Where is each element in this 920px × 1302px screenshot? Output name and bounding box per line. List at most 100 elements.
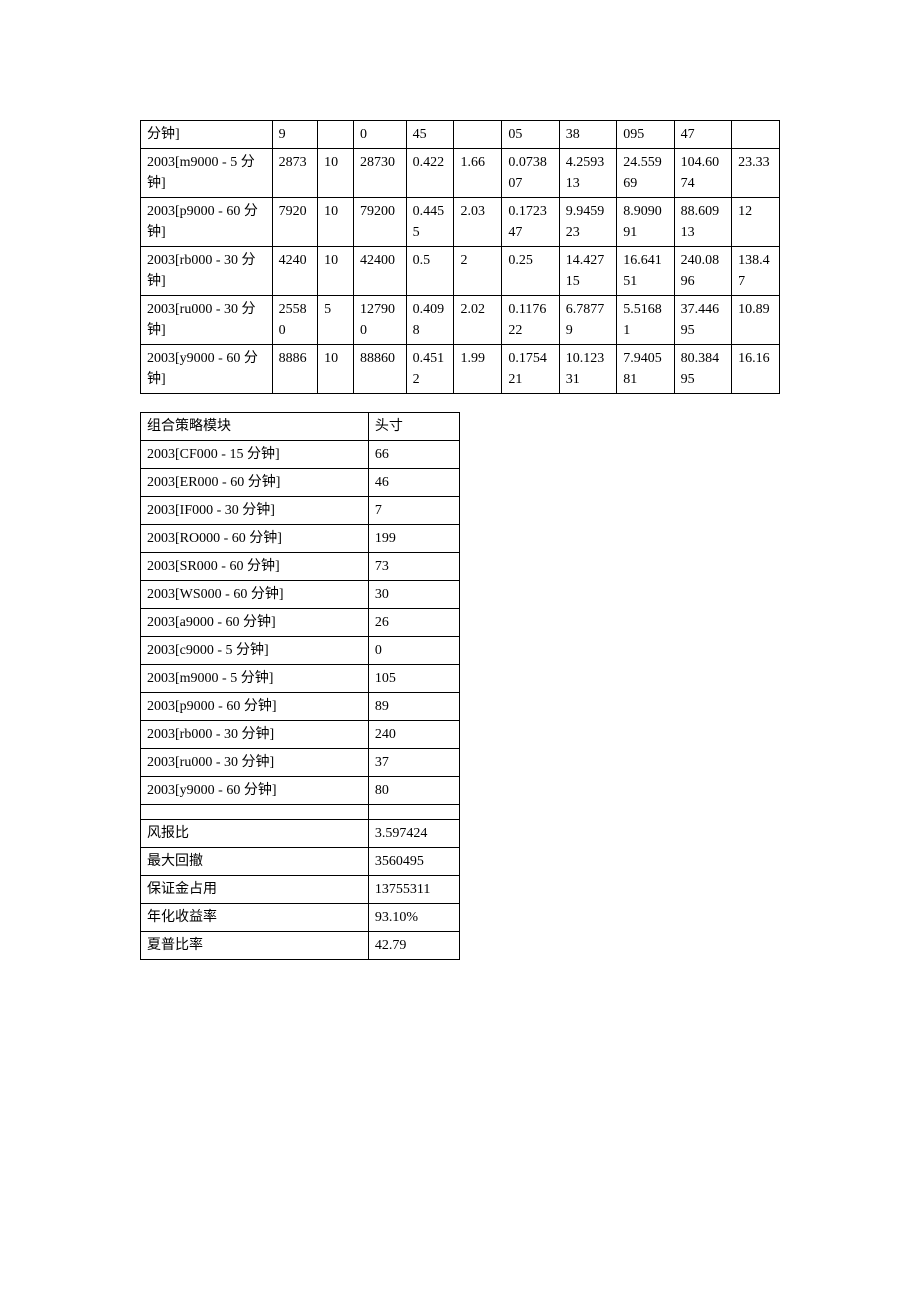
table-cell: 5 [318, 296, 354, 345]
summary-cell: 风报比 [141, 820, 369, 848]
table-cell: 42400 [353, 247, 406, 296]
spacer-cell [368, 805, 459, 820]
table-cell: 0 [368, 637, 459, 665]
table-row: 2003[CF000 - 15 分钟]66 [141, 441, 460, 469]
table-cell: 7.940581 [617, 345, 674, 394]
table-cell: 79200 [353, 198, 406, 247]
table-cell: 47 [674, 121, 731, 149]
table-cell: 28730 [353, 149, 406, 198]
table-row: 2003[RO000 - 60 分钟]199 [141, 525, 460, 553]
data-table-1: 分钟]90450538095472003[m9000 - 5 分钟]287310… [140, 120, 780, 394]
table-cell: 2003[RO000 - 60 分钟] [141, 525, 369, 553]
table-cell: 2003[ru000 - 30 分钟] [141, 749, 369, 777]
table-cell: 10 [318, 345, 354, 394]
summary-cell: 3560495 [368, 848, 459, 876]
table-cell: 5.51681 [617, 296, 674, 345]
table-row: 2003[rb000 - 30 分钟]424010424000.520.2514… [141, 247, 780, 296]
table-cell: 240 [368, 721, 459, 749]
table-cell [732, 121, 780, 149]
table-cell: 8886 [272, 345, 317, 394]
table-row: 2003[SR000 - 60 分钟]73 [141, 553, 460, 581]
table-header-cell: 头寸 [368, 413, 459, 441]
table-cell: 23.33 [732, 149, 780, 198]
table-cell: 8.909091 [617, 198, 674, 247]
table-cell: 240.0896 [674, 247, 731, 296]
table-row: 2003[m9000 - 5 分钟]287310287300.4221.660.… [141, 149, 780, 198]
table-row: 2003[ru000 - 30 分钟]37 [141, 749, 460, 777]
table-row: 2003[m9000 - 5 分钟]105 [141, 665, 460, 693]
table-cell: 095 [617, 121, 674, 149]
table-cell: 2003[IF000 - 30 分钟] [141, 497, 369, 525]
summary-cell: 93.10% [368, 904, 459, 932]
table-cell: 7 [368, 497, 459, 525]
table-cell: 37.44695 [674, 296, 731, 345]
table-cell: 2003[m9000 - 5 分钟] [141, 665, 369, 693]
table-cell: 2003[ru000 - 30 分钟] [141, 296, 273, 345]
table-row: 2003[p9000 - 60 分钟]89 [141, 693, 460, 721]
summary-cell: 夏普比率 [141, 932, 369, 960]
summary-row: 保证金占用13755311 [141, 876, 460, 904]
summary-cell: 年化收益率 [141, 904, 369, 932]
table-cell: 30 [368, 581, 459, 609]
table-cell: 80.38495 [674, 345, 731, 394]
table-cell: 88860 [353, 345, 406, 394]
table-cell: 16.16 [732, 345, 780, 394]
table-row: 2003[y9000 - 60 分钟]80 [141, 777, 460, 805]
table-cell: 66 [368, 441, 459, 469]
table-cell: 10.12331 [559, 345, 616, 394]
table-cell: 24.55969 [617, 149, 674, 198]
table-cell: 80 [368, 777, 459, 805]
table-cell: 2003[WS000 - 60 分钟] [141, 581, 369, 609]
table-row: 2003[a9000 - 60 分钟]26 [141, 609, 460, 637]
table-cell: 105 [368, 665, 459, 693]
table-cell: 2003[rb000 - 30 分钟] [141, 247, 273, 296]
table-cell: 2.03 [454, 198, 502, 247]
table-cell: 1.66 [454, 149, 502, 198]
table-cell [454, 121, 502, 149]
table-row: 2003[p9000 - 60 分钟]792010792000.44552.03… [141, 198, 780, 247]
table-cell: 0.4098 [406, 296, 454, 345]
table-cell: 6.78779 [559, 296, 616, 345]
table-cell: 9 [272, 121, 317, 149]
spacer-row [141, 805, 460, 820]
summary-row: 风报比3.597424 [141, 820, 460, 848]
table-cell: 2003[y9000 - 60 分钟] [141, 777, 369, 805]
summary-cell: 最大回撤 [141, 848, 369, 876]
table-cell: 0.4512 [406, 345, 454, 394]
table-cell: 0.4455 [406, 198, 454, 247]
table-row: 2003[c9000 - 5 分钟]0 [141, 637, 460, 665]
table-cell: 0.5 [406, 247, 454, 296]
table-cell: 2.02 [454, 296, 502, 345]
table-row: 2003[IF000 - 30 分钟]7 [141, 497, 460, 525]
table-cell: 2003[p9000 - 60 分钟] [141, 693, 369, 721]
table-cell: 0.422 [406, 149, 454, 198]
summary-row: 夏普比率42.79 [141, 932, 460, 960]
table-cell: 2 [454, 247, 502, 296]
summary-row: 年化收益率93.10% [141, 904, 460, 932]
table-cell: 4.259313 [559, 149, 616, 198]
table-cell: 0.25 [502, 247, 559, 296]
table-row: 分钟]9045053809547 [141, 121, 780, 149]
table-cell: 2003[SR000 - 60 分钟] [141, 553, 369, 581]
table-cell: 2003[p9000 - 60 分钟] [141, 198, 273, 247]
table-cell: 4240 [272, 247, 317, 296]
table-row: 2003[ru000 - 30 分钟]2558051279000.40982.0… [141, 296, 780, 345]
table-cell: 1.99 [454, 345, 502, 394]
table-cell: 45 [406, 121, 454, 149]
table-cell: 0.073807 [502, 149, 559, 198]
table-cell: 分钟] [141, 121, 273, 149]
table-row: 2003[WS000 - 60 分钟]30 [141, 581, 460, 609]
table-cell: 2003[c9000 - 5 分钟] [141, 637, 369, 665]
table-cell: 0.172347 [502, 198, 559, 247]
table-cell: 0.175421 [502, 345, 559, 394]
table-cell: 10 [318, 198, 354, 247]
summary-cell: 13755311 [368, 876, 459, 904]
spacer-cell [141, 805, 369, 820]
data-table-2: 组合策略模块头寸2003[CF000 - 15 分钟]662003[ER000 … [140, 412, 460, 960]
table-cell: 89 [368, 693, 459, 721]
summary-cell: 42.79 [368, 932, 459, 960]
table-cell: 12 [732, 198, 780, 247]
table-cell: 05 [502, 121, 559, 149]
table-cell: 25580 [272, 296, 317, 345]
summary-cell: 3.597424 [368, 820, 459, 848]
